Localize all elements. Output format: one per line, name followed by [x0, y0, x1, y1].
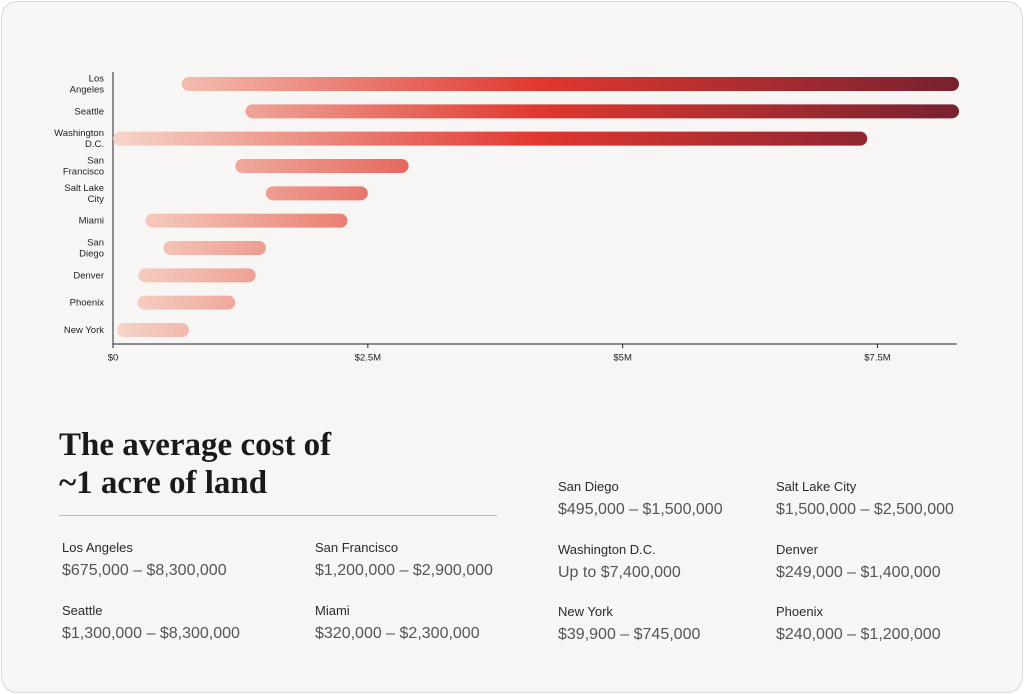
label-line: Los — [89, 73, 105, 84]
cost-city: Seattle — [62, 603, 103, 618]
bar — [117, 323, 189, 337]
label-line: Phoenix — [70, 297, 105, 308]
cost-range: $39,900 – $745,000 — [558, 626, 701, 643]
bar — [113, 131, 868, 146]
cost-city: Miami — [315, 603, 350, 618]
label-line: Francisco — [63, 166, 104, 177]
label-line: Miami — [79, 215, 104, 226]
cost-item: Los Angeles $675,000 – $8,300,000 — [62, 540, 227, 580]
x-tick-label: $0 — [108, 353, 119, 364]
cost-range: $1,200,000 – $2,900,000 — [315, 562, 493, 579]
bar — [138, 268, 256, 283]
cost-item: San Diego $495,000 – $1,500,000 — [558, 479, 723, 519]
cost-item: Seattle $1,300,000 – $8,300,000 — [62, 603, 240, 643]
x-tick-label: $5M — [613, 353, 632, 364]
chart: $0 $2.5M $5M $7.5M Los Angeles Seattle Washingt… — [54, 72, 959, 364]
cost-range: $240,000 – $1,200,000 — [776, 626, 941, 643]
divider — [59, 515, 497, 516]
bar — [181, 77, 959, 91]
bar — [235, 159, 409, 173]
bar — [145, 213, 348, 228]
cost-range: $675,000 – $8,300,000 — [62, 562, 227, 579]
cost-city: Los Angeles — [62, 540, 133, 555]
cost-city: Denver — [776, 542, 818, 557]
label-line: San — [87, 155, 104, 166]
cost-range: Up to $7,400,000 — [558, 564, 681, 581]
cost-item: Denver $249,000 – $1,400,000 — [776, 542, 941, 582]
y-tick-label: San Francisco — [63, 155, 104, 177]
cost-range: $249,000 – $1,400,000 — [776, 564, 941, 581]
cost-range: $320,000 – $2,300,000 — [315, 625, 480, 642]
cost-range: $495,000 – $1,500,000 — [558, 501, 723, 518]
cost-item: San Francisco $1,200,000 – $2,900,000 — [315, 540, 493, 580]
x-tick-label: $2.5M — [355, 353, 381, 364]
y-tick-label: Phoenix — [70, 297, 105, 308]
bar — [265, 186, 368, 201]
cost-item: Salt Lake City $1,500,000 – $2,500,000 — [776, 479, 954, 519]
bar — [163, 241, 266, 255]
cost-city: San Francisco — [315, 540, 399, 555]
x-tick-label: $7.5M — [864, 353, 890, 364]
cost-city: San Diego — [558, 479, 619, 494]
bar — [137, 295, 236, 310]
y-tick-label: Salt Lake City — [64, 182, 104, 204]
cost-city: New York — [558, 604, 613, 619]
cost-item: New York $39,900 – $745,000 — [558, 604, 700, 644]
label-line: Denver — [73, 270, 104, 281]
cost-item: Miami $320,000 – $2,300,000 — [315, 603, 480, 643]
label-line: San — [87, 237, 104, 248]
label-line: Angeles — [70, 84, 105, 95]
y-tick-label: Los Angeles — [70, 73, 105, 95]
label-line: Diego — [79, 248, 104, 259]
cost-range: $1,500,000 – $2,500,000 — [776, 501, 954, 518]
bar — [245, 104, 959, 119]
label-line: D.C. — [85, 139, 104, 150]
label-line: Salt Lake — [64, 182, 104, 193]
cost-city: Washington D.C. — [558, 542, 656, 557]
label-line: Seattle — [74, 106, 104, 117]
summary-title: The average cost of ~1 acre of land — [59, 427, 332, 501]
y-tick-label: New York — [64, 325, 104, 336]
cost-range: $1,300,000 – $8,300,000 — [62, 625, 240, 642]
cost-city: Phoenix — [776, 604, 823, 619]
label-line: Washington — [54, 128, 104, 139]
cost-city: Salt Lake City — [776, 479, 857, 494]
y-tick-label: Seattle — [74, 106, 104, 117]
y-tick-label: San Diego — [79, 237, 104, 259]
label-line: New York — [64, 325, 104, 336]
y-tick-label: Denver — [73, 270, 104, 281]
cost-item: Phoenix $240,000 – $1,200,000 — [776, 604, 941, 644]
cost-item: Washington D.C. Up to $7,400,000 — [558, 542, 681, 582]
y-tick-label: Washington D.C. — [54, 128, 104, 150]
label-line: City — [88, 193, 105, 204]
y-tick-label: Miami — [79, 215, 104, 226]
